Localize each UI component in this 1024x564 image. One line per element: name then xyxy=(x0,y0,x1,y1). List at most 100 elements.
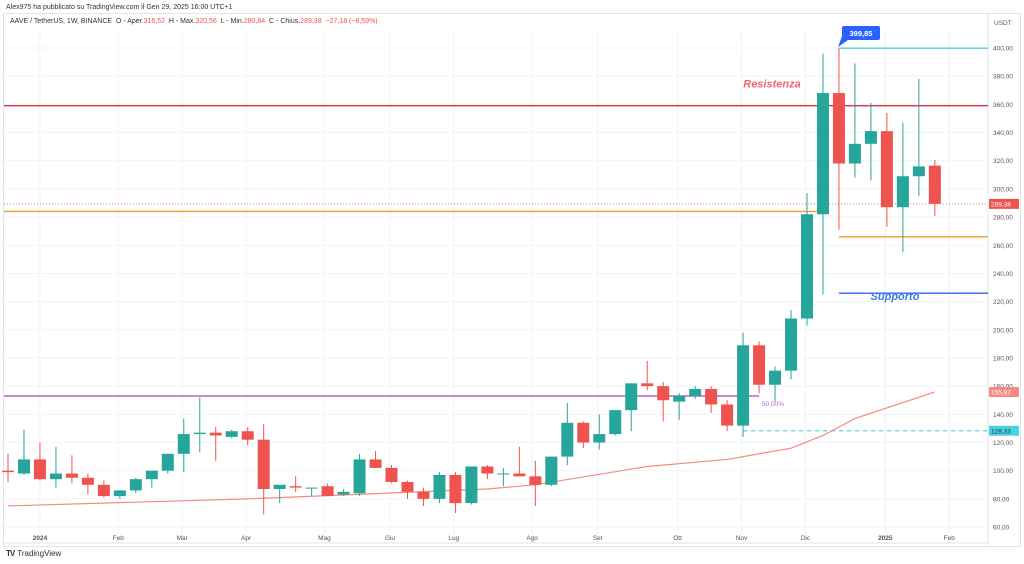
candle-body xyxy=(129,479,142,491)
y-tick-label: 100,00 xyxy=(993,468,1013,475)
candle-body xyxy=(689,388,702,397)
low-value: 280,84 xyxy=(243,18,266,25)
x-tick-label: Set xyxy=(593,535,603,542)
high-callout-label: 399,85 xyxy=(850,29,873,38)
candle-body xyxy=(385,467,398,482)
y-tick-label: 340,00 xyxy=(993,130,1013,137)
candle-body xyxy=(321,486,334,497)
candle-body xyxy=(65,473,78,478)
candle-body xyxy=(337,491,350,495)
candle-body xyxy=(625,383,638,411)
candle-body xyxy=(113,490,126,497)
x-tick-label: Ott xyxy=(673,535,682,542)
price-tag xyxy=(989,198,1019,209)
open-label: O - Aper. xyxy=(115,18,144,25)
y-tick-label: 120,00 xyxy=(993,440,1013,447)
candle-body xyxy=(81,477,94,485)
high-value: 320,56 xyxy=(195,18,217,25)
y-tick-label: 180,00 xyxy=(993,355,1013,362)
tradingview-logo-icon: TV xyxy=(6,549,15,558)
chart-frame xyxy=(3,13,1021,547)
price-tag-label: 289,38 xyxy=(991,201,1011,208)
candle-body xyxy=(305,487,318,489)
candle-body xyxy=(529,476,542,485)
candle-body xyxy=(145,470,158,480)
x-tick-label: Feb xyxy=(944,535,956,542)
candle-body xyxy=(289,486,302,488)
candle-body xyxy=(753,345,766,385)
support-label: Supporto xyxy=(871,291,920,303)
x-tick-label: Feb xyxy=(113,535,125,542)
candle-body xyxy=(577,422,590,443)
currency-label: USDT xyxy=(994,20,1012,27)
candle-body xyxy=(848,143,861,164)
price-tag-label: 155,87 xyxy=(991,389,1011,396)
y-tick-label: 60,00 xyxy=(993,525,1010,532)
candle-body xyxy=(609,410,622,435)
footer-brand[interactable]: TradingView xyxy=(17,549,62,558)
candle-body xyxy=(801,214,813,319)
x-tick-label: Lug xyxy=(448,535,459,542)
price-tag-label: 128,33 xyxy=(991,428,1011,435)
candle-body xyxy=(705,388,718,405)
footer: TV TradingView xyxy=(6,549,61,558)
close-label: C - Chius. xyxy=(269,18,301,25)
candle-body xyxy=(816,93,829,215)
candle-body xyxy=(2,470,14,473)
candle-body xyxy=(481,466,494,474)
candle-body xyxy=(721,404,734,426)
x-tick-label: 2024 xyxy=(33,535,48,542)
candle-body xyxy=(49,473,62,480)
price-tag xyxy=(989,425,1019,436)
y-tick-label: 280,00 xyxy=(993,215,1013,222)
candle-body xyxy=(177,434,190,454)
candle-body xyxy=(449,474,462,504)
candle-body xyxy=(513,473,526,477)
fib-label: 50.00% xyxy=(762,401,784,408)
y-tick-label: 320,00 xyxy=(993,158,1013,165)
y-tick-label: 260,00 xyxy=(993,243,1013,250)
y-tick-label: 400,00 xyxy=(993,46,1013,53)
x-tick-label: Dic xyxy=(801,535,811,542)
candle-body xyxy=(401,481,414,492)
high-label: H - Max. xyxy=(168,18,196,25)
x-tick-label: 2025 xyxy=(878,535,893,542)
resistance-label: Resistenza xyxy=(743,78,800,90)
x-tick-label: Giu xyxy=(385,535,396,542)
candle-body xyxy=(785,318,798,371)
candle-body xyxy=(353,459,366,494)
candle-body xyxy=(561,422,574,457)
candle-body xyxy=(161,453,174,471)
candle-body xyxy=(225,431,238,437)
candle-body xyxy=(737,345,750,426)
x-tick-label: Mar xyxy=(177,535,189,542)
y-tick-label: 380,00 xyxy=(993,74,1013,81)
y-tick-label: 300,00 xyxy=(993,186,1013,193)
candle-body xyxy=(273,484,286,490)
high-callout-pointer xyxy=(838,36,848,47)
x-tick-label: Mag xyxy=(318,535,331,542)
candle-body xyxy=(209,432,222,436)
candle-body xyxy=(417,491,430,499)
y-tick-label: 140,00 xyxy=(993,412,1013,419)
candle-body xyxy=(880,131,893,208)
candle-body xyxy=(465,466,478,504)
candle-body xyxy=(641,383,654,387)
change-value: −27,18 (−8,59%) xyxy=(325,18,378,25)
close-value: 289,38 xyxy=(300,18,322,25)
publisher-line: Alex975 ha pubblicato su TradingView.com… xyxy=(6,4,233,11)
candle-body xyxy=(545,456,558,485)
x-tick-label: Nov xyxy=(736,535,748,542)
candle-body xyxy=(928,165,941,204)
candle-body xyxy=(497,473,510,475)
candle-body xyxy=(912,166,925,177)
price-tag xyxy=(989,386,1019,397)
y-tick-label: 360,00 xyxy=(993,102,1013,109)
candle-body xyxy=(657,386,670,401)
candle-body xyxy=(433,474,446,499)
candle-body xyxy=(593,434,606,443)
candle-body xyxy=(864,131,877,144)
candle-body xyxy=(673,396,686,402)
y-tick-label: 80,00 xyxy=(993,496,1010,503)
